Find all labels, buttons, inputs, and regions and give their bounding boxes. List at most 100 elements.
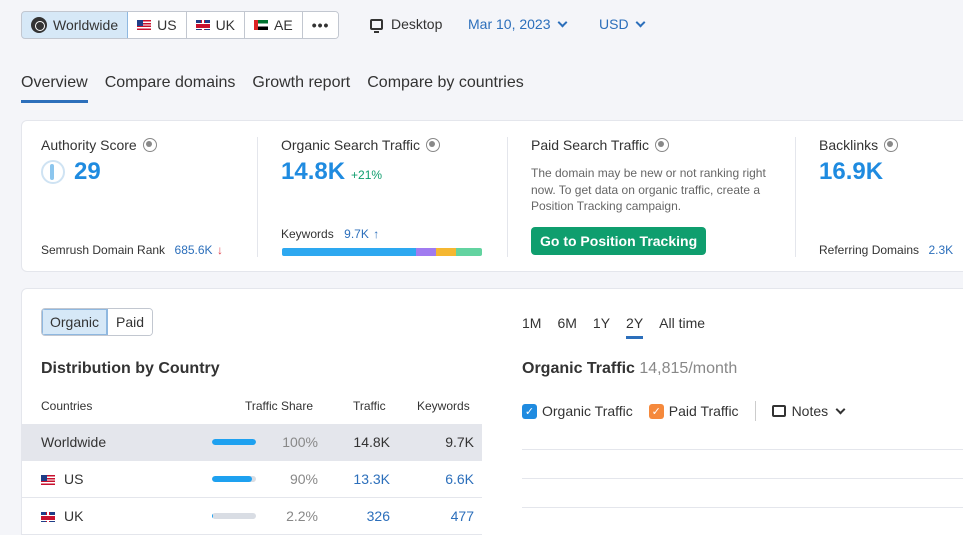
keyword-segment[interactable] [436, 248, 456, 256]
keywords-value[interactable]: 6.6K [445, 471, 474, 487]
column-header-keywords[interactable]: Keywords [417, 399, 470, 413]
tab-compare-domains[interactable]: Compare domains [104, 74, 236, 91]
backlinks-block: Backlinks 16.9K Referring Domains 2.3K [819, 137, 963, 257]
column-header-countries: Countries [41, 399, 93, 413]
top-bar: Worldwide US UK AE ••• Desktop Mar 10, 2… [0, 0, 963, 54]
database-us-button[interactable]: US [128, 12, 187, 38]
info-globe-icon[interactable] [655, 138, 670, 152]
country-cell: UK [41, 508, 83, 524]
chart-grid-line [522, 478, 963, 479]
note-icon [771, 405, 786, 417]
currency-selector[interactable]: USD [599, 16, 646, 32]
uk-flag-icon [195, 20, 210, 30]
tab-growth-report[interactable]: Growth report [252, 74, 351, 91]
authority-score-value[interactable]: 29 [74, 158, 101, 185]
country-name: Worldwide [41, 434, 107, 450]
country-name: US [64, 471, 84, 487]
paid-traffic-title-row[interactable]: Paid Search Traffic [531, 137, 766, 153]
organic-toggle-button[interactable]: Organic [42, 309, 109, 335]
referring-domains-row: Referring Domains 2.3K [819, 241, 953, 259]
paid-toggle-button[interactable]: Paid [108, 309, 153, 335]
ae-flag-icon [254, 20, 269, 30]
traffic-share-bar [212, 513, 256, 519]
organic-traffic-title: Organic Search Traffic [281, 137, 421, 153]
report-tabs: Overview Compare domains Growth report C… [21, 74, 524, 103]
organic-traffic-title-row[interactable]: Organic Search Traffic [281, 137, 441, 153]
tab-compare-by-countries[interactable]: Compare by countries [367, 74, 524, 91]
authority-score-gauge-icon [41, 160, 65, 184]
more-databases-button[interactable]: ••• [302, 12, 339, 38]
paid-traffic-message: The domain may be new or not ranking rig… [531, 166, 766, 213]
keyword-segment[interactable] [456, 248, 482, 256]
organic-traffic-change: +21% [351, 168, 383, 182]
table-row[interactable]: UK 2.2% 326 477 [22, 498, 482, 535]
keyword-distribution-bar[interactable] [282, 248, 482, 256]
organic-traffic-block: Organic Search Traffic 14.8K +21% Keywor… [281, 137, 441, 241]
go-to-position-tracking-button[interactable]: Go to Position Tracking [531, 226, 707, 255]
notes-dropdown[interactable]: Notes [771, 403, 846, 419]
info-globe-icon[interactable] [426, 138, 441, 152]
period-1m[interactable]: 1M [522, 315, 542, 331]
chevron-down-icon [635, 17, 646, 27]
period-1y[interactable]: 1Y [592, 315, 611, 331]
traffic-share-value: 90% [289, 471, 318, 487]
database-uk-button[interactable]: UK [186, 12, 246, 38]
traffic-value: 14.8K [353, 434, 390, 450]
keyword-segment[interactable] [282, 248, 416, 256]
database-ae-label: AE [274, 17, 293, 33]
checkbox-checked-icon[interactable]: ✓ [648, 403, 664, 419]
keywords-value[interactable]: 477 [450, 508, 474, 524]
paid-traffic-title: Paid Search Traffic [531, 137, 650, 153]
keyword-segment[interactable] [416, 248, 436, 256]
organic-traffic-value[interactable]: 14.8K [281, 158, 346, 185]
uk-flag-icon [41, 512, 55, 522]
referring-domains-value[interactable]: 2.3K [928, 243, 954, 257]
divider [257, 137, 258, 257]
distribution-card: Organic Paid Distribution by Country Cou… [21, 288, 963, 535]
database-worldwide-button[interactable]: Worldwide [22, 12, 129, 38]
traffic-value[interactable]: 13.3K [353, 471, 390, 487]
authority-score-title-row[interactable]: Authority Score [41, 137, 157, 153]
domain-rank-row: Semrush Domain Rank 685.6K ↓ [41, 241, 223, 259]
legend-organic-traffic[interactable]: ✓ Organic Traffic [522, 403, 633, 419]
summary-card: Authority Score 29 Semrush Domain Rank 6… [21, 120, 963, 272]
database-worldwide-label: Worldwide [53, 17, 119, 33]
domain-rank-label: Semrush Domain Rank [41, 243, 166, 257]
authority-score-title: Authority Score [41, 137, 137, 153]
currency-label: USD [599, 16, 629, 32]
date-selector[interactable]: Mar 10, 2023 [468, 16, 567, 32]
chart-title: Organic Traffic [522, 360, 635, 377]
database-ae-button[interactable]: AE [245, 12, 303, 38]
period-6m[interactable]: 6M [557, 315, 577, 331]
backlinks-title-row[interactable]: Backlinks [819, 137, 963, 153]
info-globe-icon[interactable] [142, 138, 157, 152]
more-icon: ••• [311, 17, 330, 33]
backlinks-value[interactable]: 16.9K [819, 158, 884, 185]
domain-rank-value[interactable]: 685.6K [174, 243, 213, 257]
backlinks-title: Backlinks [819, 137, 879, 153]
traffic-share-bar [212, 476, 256, 482]
column-header-traffic[interactable]: Traffic [353, 399, 386, 413]
period-all-time[interactable]: All time [659, 315, 706, 331]
tab-overview[interactable]: Overview [21, 74, 88, 103]
traffic-value[interactable]: 326 [366, 508, 390, 524]
device-selector[interactable]: Desktop [370, 16, 443, 33]
organic-traffic-chart-title: Organic Traffic 14,815/month [522, 360, 737, 378]
legend-paid-traffic[interactable]: ✓ Paid Traffic [648, 403, 739, 419]
device-label: Desktop [391, 16, 443, 32]
divider [507, 137, 508, 257]
table-row[interactable]: US 90% 13.3K 6.6K [22, 461, 482, 498]
period-2y[interactable]: 2Y [626, 315, 644, 339]
keywords-value[interactable]: 9.7K [344, 227, 369, 241]
us-flag-icon [41, 475, 55, 485]
database-selector: Worldwide US UK AE ••• [21, 11, 340, 39]
table-row[interactable]: Worldwide 100% 14.8K 9.7K [22, 424, 482, 461]
country-name: UK [64, 508, 84, 524]
info-globe-icon[interactable] [884, 138, 899, 152]
distribution-title: Distribution by Country [41, 360, 220, 377]
column-header-traffic-share[interactable]: Traffic Share [245, 399, 314, 413]
chart-subtitle: 14,815/month [639, 360, 738, 377]
checkbox-checked-icon[interactable]: ✓ [522, 403, 537, 419]
organic-paid-toggle: Organic Paid [41, 308, 154, 336]
traffic-share-value: 100% [282, 434, 318, 450]
